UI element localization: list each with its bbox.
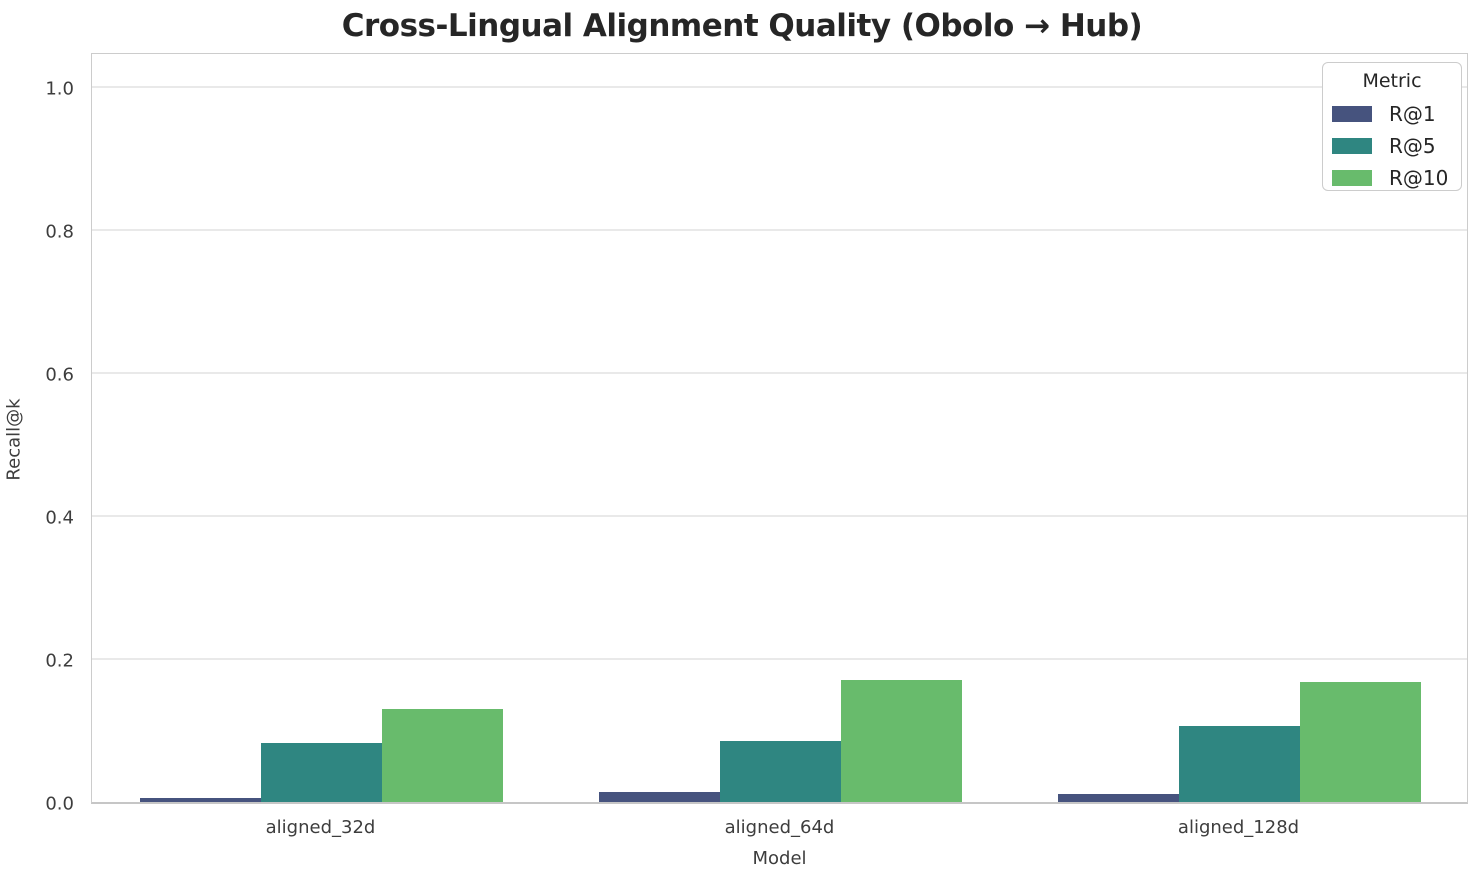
- legend-label-r5: R@5: [1389, 134, 1436, 158]
- x-tick-label: aligned_128d: [1177, 817, 1300, 838]
- legend-item-r10: R@10: [1323, 162, 1461, 194]
- bar-r-10-aligned-64d: [841, 679, 962, 802]
- y-tick-label: 1.0: [45, 78, 74, 100]
- legend-item-r1: R@1: [1323, 98, 1461, 130]
- y-tick-label: 0.0: [45, 793, 74, 815]
- bar-r-1-aligned-64d: [599, 792, 720, 802]
- legend-title: Metric: [1362, 70, 1422, 92]
- x-tick-label: aligned_32d: [265, 817, 376, 838]
- y-tick-label: 0.4: [45, 507, 74, 529]
- legend-label-r10: R@10: [1389, 166, 1449, 190]
- legend: Metric R@1 R@5 R@10: [1322, 62, 1462, 191]
- y-axis-label-text: Recall@k: [3, 397, 25, 481]
- legend-swatch-r10: [1332, 170, 1372, 186]
- gridline: [92, 85, 1467, 88]
- y-tick-label: 0.8: [45, 221, 74, 243]
- bar-r-10-aligned-128d: [1300, 681, 1421, 802]
- bar-group-aligned_128d: [1058, 681, 1421, 802]
- gridline: [92, 372, 1467, 374]
- bar-r-1-aligned-32d: [140, 797, 261, 802]
- legend-swatch-r5: [1332, 138, 1372, 154]
- bar-r-5-aligned-64d: [720, 740, 841, 802]
- chart-title: Cross-Lingual Alignment Quality (Obolo →…: [341, 8, 1143, 44]
- y-axis-label: Recall@k: [4, 357, 25, 480]
- bar-r-5-aligned-32d: [261, 742, 382, 802]
- bar-r-5-aligned-128d: [1179, 726, 1300, 802]
- legend-item-r5: R@5: [1323, 130, 1461, 162]
- bar-r-1-aligned-128d: [1058, 794, 1179, 802]
- bar-group-aligned_32d: [140, 709, 503, 802]
- x-axis-label: Model: [752, 848, 807, 869]
- gridline: [92, 658, 1467, 660]
- plot-area: [91, 53, 1468, 804]
- y-tick-label: 0.6: [45, 364, 74, 386]
- legend-swatch-r1: [1332, 106, 1372, 122]
- legend-label-r1: R@1: [1389, 102, 1436, 126]
- bar-group-aligned_64d: [599, 679, 962, 802]
- bar-r-10-aligned-32d: [382, 709, 503, 802]
- x-tick-label: aligned_64d: [724, 817, 835, 838]
- gridline: [92, 229, 1467, 231]
- gridline: [92, 515, 1467, 517]
- y-tick-label: 0.2: [45, 650, 74, 672]
